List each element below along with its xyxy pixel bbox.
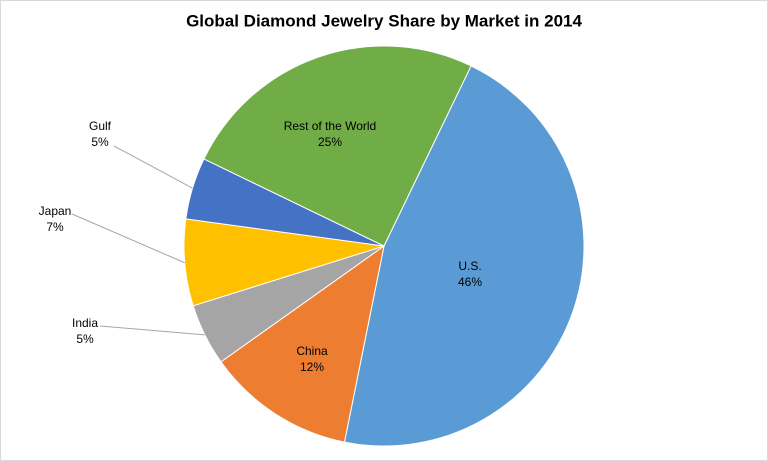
slice-label: Rest of the World (284, 119, 376, 133)
chart-title: Global Diamond Jewelry Share by Market i… (186, 11, 582, 30)
slice-value-label: 25% (318, 135, 342, 149)
pie-slice (343, 65, 585, 447)
leader-line (71, 213, 185, 264)
slice-label: Japan (39, 204, 72, 218)
slice-label: India (72, 316, 98, 330)
slice-value-label: 7% (46, 220, 64, 234)
leader-line (99, 325, 205, 336)
pie-slice (203, 45, 472, 247)
slice-value-label: 5% (91, 135, 109, 149)
slice-value-label: 12% (300, 360, 324, 374)
slice-label: Gulf (89, 119, 112, 133)
slice-label: China (296, 344, 328, 358)
leader-line (113, 145, 193, 189)
slice-label: U.S. (458, 259, 481, 273)
slice-value-label: 46% (458, 275, 482, 289)
pie-slice (220, 244, 385, 443)
slice-value-label: 5% (76, 332, 94, 346)
